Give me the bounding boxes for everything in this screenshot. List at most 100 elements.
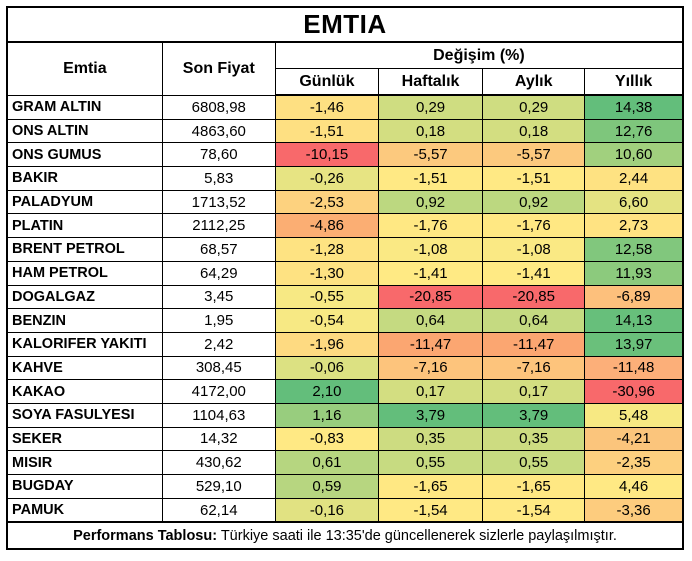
change-daily: -1,28	[274, 237, 379, 262]
change-monthly: -1,65	[482, 474, 586, 499]
change-weekly: 0,17	[377, 379, 484, 404]
change-yearly: -6,89	[584, 284, 684, 310]
commodity-name: ONS ALTIN	[6, 118, 163, 144]
change-monthly: 0,29	[482, 94, 586, 120]
last-price: 78,60	[161, 142, 276, 168]
last-price: 5,83	[161, 166, 276, 191]
commodity-name: BAKIR	[6, 166, 163, 191]
commodity-name: PALADYUM	[6, 189, 163, 215]
change-monthly: -1,76	[482, 213, 586, 239]
table-row: HAM PETROL 64,29 -1,30 -1,41 -1,41 11,93	[6, 260, 684, 286]
last-price: 4863,60	[161, 118, 276, 144]
last-price: 1104,63	[161, 402, 276, 428]
change-daily: -0,83	[274, 426, 379, 452]
change-daily: 0,59	[274, 474, 379, 499]
commodity-name: HAM PETROL	[6, 260, 163, 286]
table-body: GRAM ALTIN 6808,98 -1,46 0,29 0,29 14,38 ONS A…	[6, 94, 684, 523]
change-monthly: 0,92	[482, 189, 586, 215]
table-row: ONS GUMUS 78,60 -10,15 -5,57 -5,57 10,60	[6, 142, 684, 168]
change-yearly: 6,60	[584, 189, 684, 215]
change-weekly: -1,51	[377, 166, 484, 191]
commodity-name: KAHVE	[6, 355, 163, 381]
table-row: KAKAO 4172,00 2,10 0,17 0,17 -30,96	[6, 379, 684, 404]
change-weekly: -1,65	[377, 474, 484, 499]
table-row: DOGALGAZ 3,45 -0,55 -20,85 -20,85 -6,89	[6, 284, 684, 310]
change-monthly: -11,47	[482, 331, 586, 357]
col-header-commodity: Emtia	[6, 41, 163, 96]
footer-note-label: Performans Tablosu:	[73, 527, 218, 544]
change-weekly: -1,41	[377, 260, 484, 286]
change-yearly: 12,58	[584, 237, 684, 262]
commodity-table: EMTIA Emtia Son Fiyat Değişim (%) Günlük…	[6, 6, 684, 551]
change-yearly: -11,48	[584, 355, 684, 381]
table-row: MISIR 430,62 0,61 0,55 0,55 -2,35	[6, 450, 684, 475]
commodity-name: SEKER	[6, 426, 163, 452]
change-monthly: -1,51	[482, 166, 586, 191]
commodity-name: MISIR	[6, 450, 163, 475]
col-header-monthly: Aylık	[482, 68, 586, 96]
change-yearly: 14,13	[584, 308, 684, 333]
change-yearly: 11,93	[584, 260, 684, 286]
change-weekly: 3,79	[377, 402, 484, 428]
change-daily: -2,53	[274, 189, 379, 215]
last-price: 64,29	[161, 260, 276, 286]
commodity-name: GRAM ALTIN	[6, 94, 163, 120]
change-daily: -1,96	[274, 331, 379, 357]
change-weekly: 0,18	[377, 118, 484, 144]
commodity-name: BUGDAY	[6, 474, 163, 499]
change-monthly: -1,08	[482, 237, 586, 262]
col-header-last-price: Son Fiyat	[161, 41, 276, 96]
change-monthly: 0,35	[482, 426, 586, 452]
col-header-yearly: Yıllık	[584, 68, 684, 96]
last-price: 68,57	[161, 237, 276, 262]
change-weekly: -7,16	[377, 355, 484, 381]
last-price: 308,45	[161, 355, 276, 381]
last-price: 14,32	[161, 426, 276, 452]
change-yearly: -2,35	[584, 450, 684, 475]
table-row: KAHVE 308,45 -0,06 -7,16 -7,16 -11,48	[6, 355, 684, 381]
commodity-name: ONS GUMUS	[6, 142, 163, 168]
last-price: 4172,00	[161, 379, 276, 404]
last-price: 6808,98	[161, 94, 276, 120]
table-row: BENZIN 1,95 -0,54 0,64 0,64 14,13	[6, 308, 684, 333]
commodity-name: BENZIN	[6, 308, 163, 333]
change-yearly: 13,97	[584, 331, 684, 357]
table-row: ONS ALTIN 4863,60 -1,51 0,18 0,18 12,76	[6, 118, 684, 144]
commodity-name: DOGALGAZ	[6, 284, 163, 310]
change-weekly: 0,35	[377, 426, 484, 452]
last-price: 3,45	[161, 284, 276, 310]
last-price: 1713,52	[161, 189, 276, 215]
change-weekly: 0,92	[377, 189, 484, 215]
change-weekly: -1,76	[377, 213, 484, 239]
last-price: 430,62	[161, 450, 276, 475]
table-row: BRENT PETROL 68,57 -1,28 -1,08 -1,08 12,58	[6, 237, 684, 262]
title-row: EMTIA	[6, 6, 684, 43]
change-yearly: 12,76	[584, 118, 684, 144]
last-price: 1,95	[161, 308, 276, 333]
change-weekly: -5,57	[377, 142, 484, 168]
footer-row: Performans Tablosu: Türkiye saati ile 13…	[6, 521, 684, 550]
change-weekly: -20,85	[377, 284, 484, 310]
last-price: 529,10	[161, 474, 276, 499]
table-header: EMTIA Emtia Son Fiyat Değişim (%) Günlük…	[6, 6, 684, 96]
commodity-name: KAKAO	[6, 379, 163, 404]
table-row: SOYA FASULYESI 1104,63 1,16 3,79 3,79 5,48	[6, 402, 684, 428]
change-yearly: -3,36	[584, 497, 684, 523]
table-row: SEKER 14,32 -0,83 0,35 0,35 -4,21	[6, 426, 684, 452]
change-weekly: 0,64	[377, 308, 484, 333]
change-weekly: 0,55	[377, 450, 484, 475]
change-daily: -4,86	[274, 213, 379, 239]
change-yearly: -30,96	[584, 379, 684, 404]
change-yearly: 5,48	[584, 402, 684, 428]
commodity-name: BRENT PETROL	[6, 237, 163, 262]
change-yearly: 4,46	[584, 474, 684, 499]
change-monthly: 0,17	[482, 379, 586, 404]
table-row: BAKIR 5,83 -0,26 -1,51 -1,51 2,44	[6, 166, 684, 191]
col-header-change-group: Değişim (%)	[274, 41, 684, 69]
change-daily: -0,26	[274, 166, 379, 191]
change-yearly: -4,21	[584, 426, 684, 452]
change-monthly: -7,16	[482, 355, 586, 381]
change-weekly: 0,29	[377, 94, 484, 120]
commodity-name: SOYA FASULYESI	[6, 402, 163, 428]
col-header-daily: Günlük	[274, 68, 379, 96]
